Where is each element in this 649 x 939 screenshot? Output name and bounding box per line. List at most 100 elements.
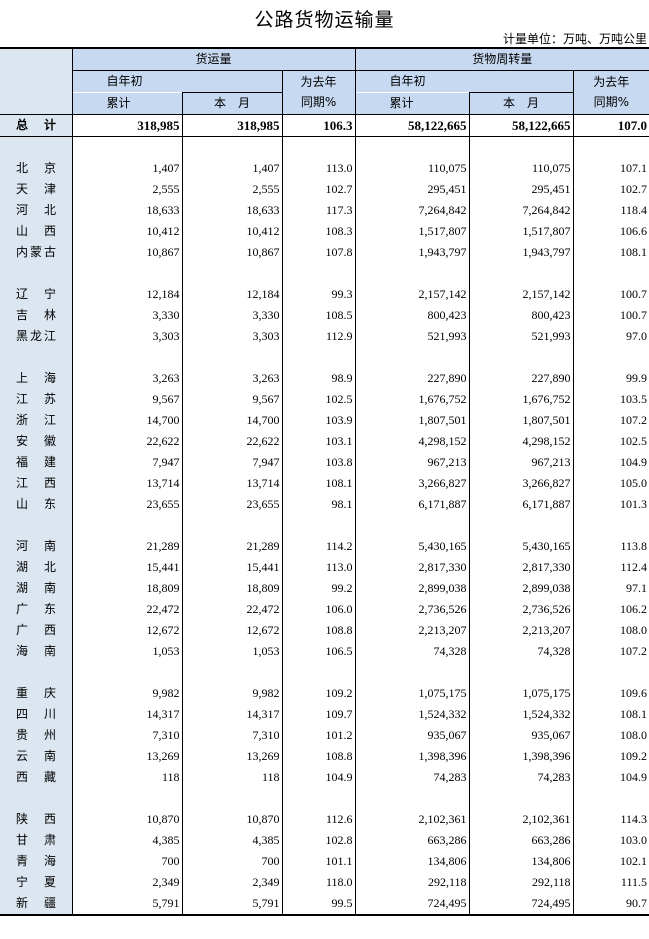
- value-cell: 110,075: [354, 158, 470, 179]
- region-cell: 宁夏: [0, 872, 72, 893]
- value-cell: 1,676,752: [354, 389, 470, 410]
- value-cell: 18,809: [181, 578, 282, 599]
- value-cell: 1,807,501: [468, 410, 574, 431]
- region-name: 广西: [16, 623, 56, 637]
- value-cell: 134,806: [354, 851, 470, 872]
- value-cell: 106.6: [572, 221, 649, 242]
- region-cell: 新疆: [0, 893, 72, 915]
- table-row: 安徽 22,622 22,622 103.1 4,298,152 4,298,152 102…: [0, 431, 649, 452]
- region-cell: 福建: [0, 452, 72, 473]
- value-cell: 2,213,207: [354, 620, 470, 641]
- table-row: 云南 13,269 13,269 108.8 1,398,396 1,398,396 109…: [0, 746, 649, 767]
- region-name: 贵州: [16, 728, 56, 742]
- value-cell: [181, 788, 282, 809]
- value-cell: 724,495: [354, 893, 470, 915]
- table-row: [0, 136, 649, 158]
- value-cell: 18,633: [181, 200, 282, 221]
- region-cell: 江苏: [0, 389, 72, 410]
- region-cell: 西藏: [0, 767, 72, 788]
- value-cell: 22,472: [181, 599, 282, 620]
- value-cell: [71, 788, 182, 809]
- table-row: 甘肃 4,385 4,385 102.8 663,286 663,286 103.0: [0, 830, 649, 851]
- value-cell: 108.5: [281, 305, 356, 326]
- table-row: 广西 12,672 12,672 108.8 2,213,207 2,213,207 108…: [0, 620, 649, 641]
- value-cell: 10,867: [71, 242, 182, 263]
- value-cell: [181, 347, 282, 368]
- value-cell: 2,349: [181, 872, 282, 893]
- value-cell: 108.1: [281, 473, 356, 494]
- table-row: 海南 1,053 1,053 106.5 74,328 74,328 107.2: [0, 641, 649, 662]
- value-cell: 9,567: [71, 389, 182, 410]
- region-name: 浙江: [16, 413, 56, 427]
- table-row: [0, 515, 649, 536]
- value-cell: [468, 347, 574, 368]
- header-ytd-top-2: 自年初: [354, 70, 574, 93]
- value-cell: 22,622: [181, 431, 282, 452]
- value-cell: [181, 263, 282, 284]
- value-cell: [572, 263, 649, 284]
- value-cell: 4,385: [71, 830, 182, 851]
- region-cell: 湖南: [0, 578, 72, 599]
- region-cell: [0, 788, 72, 809]
- value-cell: [281, 662, 356, 683]
- value-cell: 113.8: [572, 536, 649, 557]
- value-cell: 114.3: [572, 809, 649, 830]
- value-cell: 1,517,807: [354, 221, 470, 242]
- value-cell: 1,407: [181, 158, 282, 179]
- value-cell: [572, 136, 649, 158]
- value-cell: 118: [181, 767, 282, 788]
- value-cell: 18,633: [71, 200, 182, 221]
- value-cell: 7,947: [181, 452, 282, 473]
- value-cell: [71, 662, 182, 683]
- table-row: 江西 13,714 13,714 108.1 3,266,827 3,266,827 105…: [0, 473, 649, 494]
- value-cell: 99.9: [572, 368, 649, 389]
- value-cell: 18,809: [71, 578, 182, 599]
- value-cell: [572, 662, 649, 683]
- header-month-2: 本 月: [468, 92, 574, 115]
- region-cell: 四川: [0, 704, 72, 725]
- value-cell: 295,451: [354, 179, 470, 200]
- region-name: 北京: [16, 161, 56, 175]
- table-row: 河南 21,289 21,289 114.2 5,430,165 5,430,165 113…: [0, 536, 649, 557]
- table-row: 新疆 5,791 5,791 99.5 724,495 724,495 90.7: [0, 893, 649, 915]
- region-cell: [0, 263, 72, 284]
- region-cell: 总计: [0, 114, 72, 137]
- value-cell: 107.0: [572, 114, 649, 137]
- region-name: 湖北: [16, 560, 56, 574]
- value-cell: [468, 515, 574, 536]
- value-cell: 109.6: [572, 683, 649, 704]
- value-cell: 100.7: [572, 284, 649, 305]
- value-cell: 663,286: [354, 830, 470, 851]
- value-cell: 7,310: [181, 725, 282, 746]
- value-cell: 292,118: [354, 872, 470, 893]
- region-cell: 辽宁: [0, 284, 72, 305]
- value-cell: 2,349: [71, 872, 182, 893]
- value-cell: 108.1: [572, 242, 649, 263]
- value-cell: 98.1: [281, 494, 356, 515]
- value-cell: [354, 136, 470, 158]
- value-cell: 10,867: [181, 242, 282, 263]
- value-cell: 2,817,330: [354, 557, 470, 578]
- region-cell: [0, 515, 72, 536]
- table-row: 黑龙江 3,303 3,303 112.9 521,993 521,993 97.0: [0, 326, 649, 347]
- header-yoy-top-1: 为去年: [300, 75, 337, 89]
- value-cell: 3,303: [71, 326, 182, 347]
- value-cell: 10,412: [71, 221, 182, 242]
- value-cell: 700: [181, 851, 282, 872]
- value-cell: 10,870: [181, 809, 282, 830]
- table-body: 总计 318,985 318,985 106.3 58,122,665 58,122,66…: [0, 114, 649, 915]
- region-cell: 吉林: [0, 305, 72, 326]
- value-cell: 111.5: [572, 872, 649, 893]
- value-cell: 7,264,842: [468, 200, 574, 221]
- value-cell: [468, 662, 574, 683]
- region-name: 吉林: [16, 308, 56, 322]
- value-cell: 521,993: [354, 326, 470, 347]
- table-row: 西藏 118 118 104.9 74,283 74,283 104.9: [0, 767, 649, 788]
- value-cell: 12,672: [181, 620, 282, 641]
- region-name: 上海: [16, 371, 56, 385]
- value-cell: 106.2: [572, 599, 649, 620]
- value-cell: 6,171,887: [354, 494, 470, 515]
- region-cell: [0, 662, 72, 683]
- value-cell: 104.9: [572, 452, 649, 473]
- value-cell: 227,890: [354, 368, 470, 389]
